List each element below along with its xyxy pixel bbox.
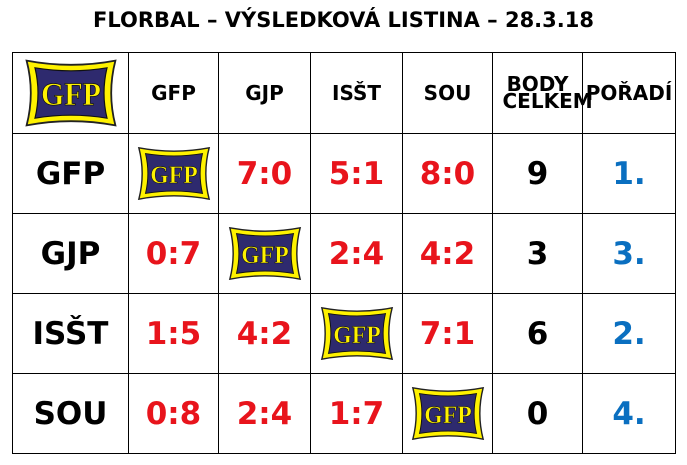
logo: GFP xyxy=(24,59,117,127)
column-header: ISŠT xyxy=(310,52,403,134)
logo-inner xyxy=(235,232,294,275)
score: 2:4 xyxy=(218,373,311,454)
results-table: GFP GFP GJP ISŠT SOU BODY CELKEM POŘADÍ … xyxy=(12,52,676,454)
logo-cell: GFP xyxy=(310,293,403,374)
score: 1:5 xyxy=(128,293,219,374)
score: 8:0 xyxy=(402,133,493,214)
logo-inner xyxy=(144,152,203,195)
logo: GFP xyxy=(411,386,484,441)
rank: 4. xyxy=(582,373,676,454)
score: 5:1 xyxy=(310,133,403,214)
column-header: GFP xyxy=(128,52,219,134)
logo-text: GFP xyxy=(424,400,472,429)
score: 2:4 xyxy=(310,213,403,294)
team-name: GFP xyxy=(12,133,129,214)
score: 0:8 xyxy=(128,373,219,454)
logo: GFP xyxy=(320,306,393,361)
logo-text: GFP xyxy=(41,77,101,113)
points-header-text: BODY CELKEM xyxy=(502,72,593,113)
column-header: SOU xyxy=(402,52,493,134)
logo-inner xyxy=(418,392,477,435)
team-name: ISŠT xyxy=(12,293,129,374)
score: 4:2 xyxy=(402,213,493,294)
team-row: GJP 0:7 GFP 2:4 4:2 3 3. xyxy=(12,213,676,294)
score: 7:1 xyxy=(402,293,493,374)
team-row: ISŠT 1:5 4:2 GFP 7:1 6 2. xyxy=(12,293,676,374)
logo-text: GFP xyxy=(333,320,381,349)
score: 4:2 xyxy=(218,293,311,374)
logo-cell: GFP xyxy=(128,133,219,214)
rank: 1. xyxy=(582,133,676,214)
logo-inner xyxy=(327,312,386,355)
team-row: GFP GFP 7:0 5:1 8:0 9 1. xyxy=(12,133,676,214)
points: 9 xyxy=(492,133,583,214)
team-name: GJP xyxy=(12,213,129,294)
logo-text: GFP xyxy=(241,240,289,269)
logo: GFP xyxy=(228,226,301,281)
logo-inner xyxy=(33,67,108,119)
rank-header: POŘADÍ xyxy=(582,52,676,134)
score: 7:0 xyxy=(218,133,311,214)
logo-cell: GFP xyxy=(402,373,493,454)
points-header: BODY CELKEM xyxy=(492,52,593,134)
table-body: GFP GFP GJP ISŠT SOU BODY CELKEM POŘADÍ … xyxy=(12,52,676,454)
points: 0 xyxy=(492,373,583,454)
points: 3 xyxy=(492,213,583,294)
rank: 2. xyxy=(582,293,676,374)
team-row: SOU 0:8 2:4 1:7 GFP 0 4. xyxy=(12,373,676,454)
rank: 3. xyxy=(582,213,676,294)
logo-cell: GFP xyxy=(218,213,311,294)
team-name: SOU xyxy=(12,373,129,454)
logo: GFP xyxy=(137,146,210,201)
header-row: GFP GFP GJP ISŠT SOU BODY CELKEM POŘADÍ xyxy=(12,52,676,134)
title: FLORBAL – VÝSLEDKOVÁ LISTINA – 28.3.18 xyxy=(93,8,594,32)
score: 1:7 xyxy=(310,373,403,454)
logo-text: GFP xyxy=(150,160,198,189)
logo-cell: GFP xyxy=(12,52,129,134)
score: 0:7 xyxy=(128,213,219,294)
points: 6 xyxy=(492,293,583,374)
column-header: GJP xyxy=(218,52,311,134)
